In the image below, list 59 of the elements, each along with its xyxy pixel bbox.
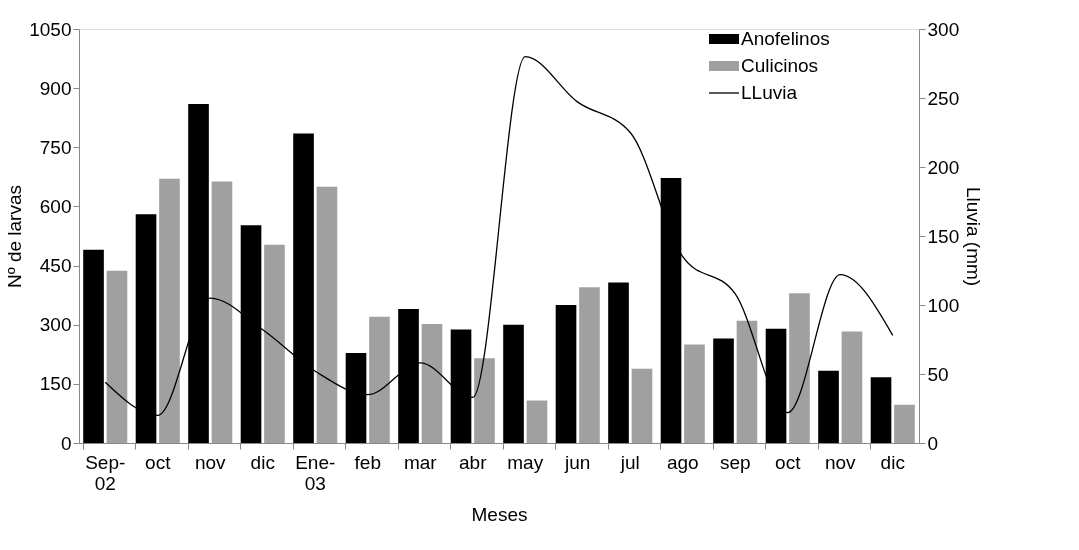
x-tick-label: mar xyxy=(403,451,438,473)
x-axis-title: Meses xyxy=(471,503,528,525)
y2-tick-label: 300 xyxy=(927,18,960,40)
bar xyxy=(736,320,758,443)
bar xyxy=(713,338,734,443)
y2-tick-label: 0 xyxy=(927,432,939,454)
bar xyxy=(264,244,285,443)
bar xyxy=(631,368,653,443)
bar xyxy=(211,181,233,443)
x-tick-label: jun xyxy=(564,451,591,473)
y-tick-label: 900 xyxy=(39,77,72,99)
legend-label: Anofelinos xyxy=(741,28,830,49)
y2-tick-label: 250 xyxy=(927,87,960,109)
y2-tick-label: 150 xyxy=(927,225,960,247)
x-tick-label: oct xyxy=(775,451,802,473)
bar xyxy=(841,331,863,443)
bar xyxy=(106,270,128,443)
bar xyxy=(608,282,629,443)
x-tick-label: Ene-03 xyxy=(295,451,336,494)
x-tick-label: dic xyxy=(880,451,905,473)
bar xyxy=(159,178,180,443)
x-tick-label: nov xyxy=(824,451,857,473)
x-tick-label: nov xyxy=(194,451,227,473)
bar xyxy=(474,358,495,443)
y-tick-label: 300 xyxy=(39,314,72,336)
x-tick-label: sep xyxy=(719,451,751,473)
x-tick-label: abr xyxy=(459,451,488,473)
bar xyxy=(789,293,810,443)
x-tick-label: Sep-02 xyxy=(85,451,126,494)
x-tick-label: dic xyxy=(250,451,275,473)
bar xyxy=(684,344,705,443)
y-tick-label: 750 xyxy=(39,136,72,158)
y-tick-label: 1050 xyxy=(29,18,72,40)
y-axis-title: Nº de larvas xyxy=(4,184,26,289)
y2-tick-label: 50 xyxy=(927,363,949,385)
bar xyxy=(526,400,548,443)
bar xyxy=(421,323,443,443)
bar xyxy=(818,370,839,443)
bar xyxy=(369,316,390,443)
bar xyxy=(894,404,915,443)
y-tick-label: 0 xyxy=(60,432,72,454)
x-tick-label: oct xyxy=(145,451,172,473)
bar xyxy=(579,287,600,443)
x-tick-label: may xyxy=(507,451,544,473)
x-tick-label: feb xyxy=(354,451,381,473)
y2-axis-title: Lluvia (mm) xyxy=(963,186,985,287)
bar xyxy=(555,305,577,443)
x-tick-label: ago xyxy=(666,451,699,473)
x-tick-label: jul xyxy=(619,451,640,473)
legend-label: LLuvia xyxy=(741,82,798,103)
bar xyxy=(503,324,524,443)
y-tick-label: 150 xyxy=(39,373,72,395)
y2-tick-label: 100 xyxy=(927,294,960,316)
bar xyxy=(316,186,338,443)
y2-tick-label: 200 xyxy=(927,156,960,178)
y-tick-label: 600 xyxy=(39,195,72,217)
y-tick-label: 450 xyxy=(39,255,72,277)
legend-label: Culicinos xyxy=(741,55,819,76)
bar xyxy=(870,377,892,443)
